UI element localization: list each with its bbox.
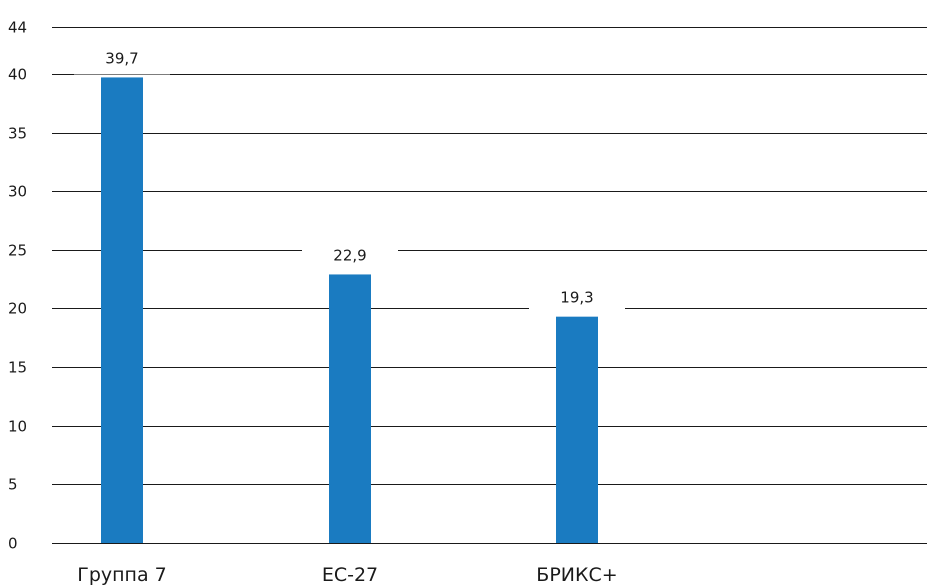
x-category-label: Группа 7 <box>77 564 167 586</box>
data-label: 19,3 <box>560 289 593 307</box>
y-tick-label: 25 <box>8 242 27 260</box>
x-category-label: ЕС-27 <box>322 564 378 586</box>
y-tick-label: 30 <box>8 183 27 201</box>
bars <box>101 77 598 543</box>
y-tick-label: 15 <box>8 359 27 377</box>
x-axis-categories: Группа 7 ЕС-27 БРИКС+ <box>77 564 617 586</box>
bar <box>101 77 143 543</box>
y-axis-ticks: 0 5 10 15 20 25 30 35 40 44 <box>8 19 27 553</box>
gridlines <box>52 27 927 544</box>
y-tick-label: 40 <box>8 66 27 84</box>
data-label-background <box>74 42 170 75</box>
data-label: 39,7 <box>105 49 138 67</box>
data-label-background <box>302 239 398 272</box>
data-labels: 39,7 22,9 19,3 <box>74 42 625 314</box>
bar <box>329 274 371 543</box>
x-category-label: БРИКС+ <box>536 564 617 586</box>
y-tick-label: 44 <box>8 19 27 37</box>
y-tick-label: 0 <box>8 535 18 553</box>
y-tick-label: 10 <box>8 418 27 436</box>
data-label-background <box>529 281 625 314</box>
y-tick-label: 5 <box>8 476 18 494</box>
data-label: 22,9 <box>333 246 366 264</box>
y-tick-label: 20 <box>8 300 27 318</box>
y-tick-label: 35 <box>8 125 27 143</box>
bar <box>556 316 598 543</box>
